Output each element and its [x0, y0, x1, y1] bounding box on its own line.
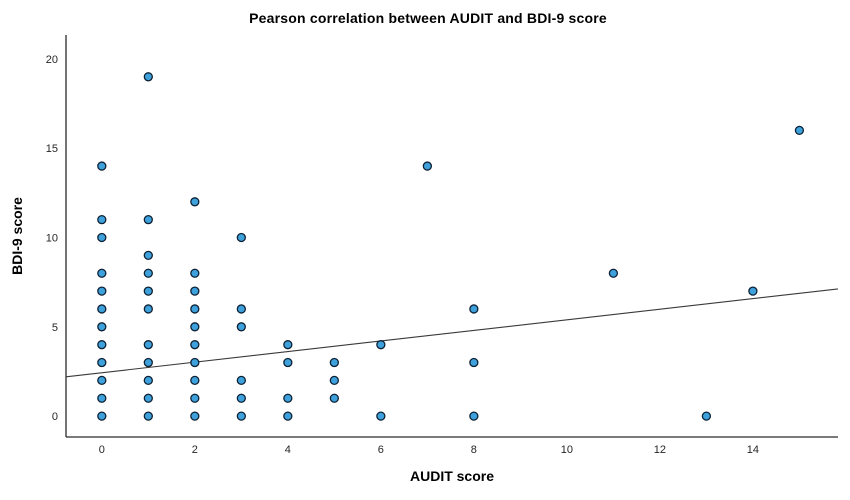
data-point: [190, 357, 200, 368]
x-tick-label: 10: [561, 444, 573, 456]
data-point: [283, 340, 293, 350]
data-point: [329, 357, 339, 368]
data-point: [190, 340, 200, 350]
data-point: [97, 304, 107, 314]
data-point: [236, 322, 246, 332]
data-point: [143, 411, 153, 421]
data-point: [143, 72, 153, 82]
data-point: [329, 375, 339, 386]
x-tick-label: 4: [285, 444, 291, 456]
data-point: [283, 393, 293, 403]
data-point: [283, 357, 293, 368]
data-point: [469, 304, 479, 314]
data-point: [97, 357, 107, 368]
data-point: [190, 375, 200, 386]
data-point: [97, 340, 107, 350]
y-tick-label: 15: [46, 143, 58, 155]
data-point: [422, 161, 433, 171]
data-point: [97, 286, 107, 296]
y-tick-label: 5: [52, 322, 58, 334]
data-point: [236, 232, 246, 243]
chart-title: Pearson correlation between AUDIT and BD…: [249, 10, 607, 26]
data-point: [701, 411, 712, 421]
data-point: [143, 393, 153, 403]
data-point: [97, 161, 107, 171]
data-point: [376, 411, 386, 421]
data-point: [469, 411, 479, 421]
data-point: [97, 232, 107, 243]
data-point: [97, 375, 107, 386]
y-tick-label: 10: [46, 233, 58, 245]
data-point: [283, 411, 293, 421]
data-point: [376, 340, 386, 350]
data-point: [190, 286, 200, 296]
data-point: [143, 250, 153, 261]
data-point: [143, 286, 153, 296]
data-point: [143, 215, 153, 225]
data-point: [97, 215, 107, 225]
data-point: [748, 286, 758, 296]
data-point: [236, 375, 246, 386]
data-point: [190, 322, 200, 332]
data-point: [190, 197, 200, 207]
y-axis-title: BDI-9 score: [9, 197, 25, 275]
x-tick-label: 6: [378, 444, 384, 456]
data-point: [143, 304, 153, 314]
data-point: [97, 322, 107, 332]
data-point: [143, 357, 153, 368]
data-point: [143, 340, 153, 350]
data-point: [190, 393, 200, 403]
x-tick-label: 2: [192, 444, 198, 456]
data-point: [97, 268, 107, 278]
data-point: [236, 304, 246, 314]
data-point: [190, 268, 200, 278]
trend-line: [65, 288, 839, 378]
data-point: [190, 411, 200, 421]
y-tick-label: 20: [46, 54, 58, 66]
x-axis-title: AUDIT score: [409, 468, 495, 484]
data-point: [608, 268, 619, 278]
data-point: [143, 268, 153, 278]
x-tick-label: 12: [654, 444, 666, 456]
data-point: [236, 393, 246, 403]
data-point: [97, 411, 107, 421]
data-point: [329, 393, 339, 403]
x-tick-label: 14: [747, 444, 759, 456]
data-point: [794, 125, 805, 136]
data-point: [143, 375, 153, 386]
x-tick-label: 0: [99, 444, 105, 456]
data-point: [469, 357, 479, 368]
data-point: [236, 411, 246, 421]
data-point: [190, 304, 200, 314]
data-point: [97, 393, 107, 403]
y-tick-label: 0: [52, 411, 58, 423]
x-tick-label: 8: [471, 444, 477, 456]
